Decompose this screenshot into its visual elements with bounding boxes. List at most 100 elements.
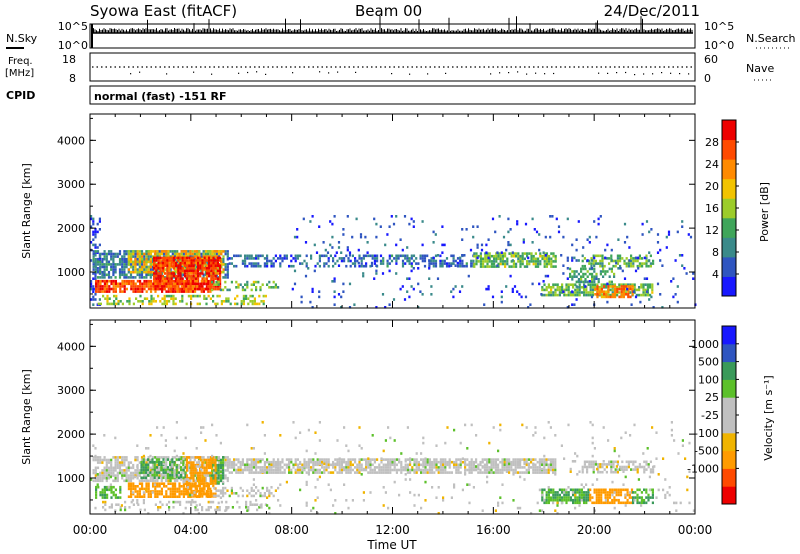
echo-cell xyxy=(424,468,427,472)
echo-cell xyxy=(412,220,415,223)
nave-dot xyxy=(643,73,645,75)
echo-cell xyxy=(110,287,113,291)
echo-cell xyxy=(552,265,555,268)
echo-cell xyxy=(338,460,341,464)
echo-cell xyxy=(268,280,271,284)
echo-cell xyxy=(187,252,190,256)
echo-cell xyxy=(182,460,185,464)
echo-cell xyxy=(470,466,473,469)
echo-cell xyxy=(211,469,214,472)
noise-right-tick-high: 10^5 xyxy=(704,20,734,33)
echo-cell xyxy=(157,259,160,262)
echo-cell xyxy=(125,469,128,472)
echo-cell xyxy=(290,458,293,461)
echo-cell xyxy=(169,492,172,496)
echo-cell xyxy=(346,246,349,249)
echo-cell xyxy=(511,251,514,254)
echo-cell xyxy=(349,466,352,469)
echo-cell xyxy=(365,460,368,464)
echo-cell xyxy=(136,273,139,277)
echo-cell xyxy=(248,463,251,467)
noise-left-label: N.Sky xyxy=(6,32,38,45)
echo-cell xyxy=(466,458,469,461)
echo-cell xyxy=(248,466,251,469)
echo-cell xyxy=(114,479,117,483)
echo-cell xyxy=(197,259,200,262)
echo-cell xyxy=(623,259,626,263)
echo-cell xyxy=(563,288,566,292)
echo-cell xyxy=(683,267,686,270)
echo-cell xyxy=(532,254,535,258)
echo-cell xyxy=(183,274,186,278)
echo-cell xyxy=(228,458,231,461)
echo-cell xyxy=(203,487,206,490)
echo-cell xyxy=(118,263,122,266)
echo-cell xyxy=(197,277,200,280)
echo-cell xyxy=(461,285,464,288)
echo-cell xyxy=(156,279,159,283)
echo-cell xyxy=(251,294,254,298)
echo-cell xyxy=(208,269,211,273)
echo-cell xyxy=(290,259,293,263)
colorbar-tick-label: 16 xyxy=(705,202,719,215)
echo-cell xyxy=(123,270,126,274)
echo-cell xyxy=(552,291,555,294)
echo-cell xyxy=(227,297,230,300)
echo-cell xyxy=(524,295,528,299)
echo-cell xyxy=(222,482,225,485)
echo-cell xyxy=(477,260,480,263)
echo-cell xyxy=(132,466,135,470)
echo-cell xyxy=(484,257,487,261)
echo-cell xyxy=(519,260,522,263)
echo-cell xyxy=(162,461,166,464)
echo-cell xyxy=(105,263,108,266)
echo-cell xyxy=(393,463,396,467)
echo-cell xyxy=(362,254,365,258)
echo-cell xyxy=(329,463,332,467)
echo-cell xyxy=(411,458,414,461)
echo-cell xyxy=(185,469,188,472)
echo-cell xyxy=(552,286,555,289)
echo-cell xyxy=(237,494,240,498)
echo-cell xyxy=(627,285,630,288)
echo-cell xyxy=(134,265,137,269)
echo-cell xyxy=(178,463,181,467)
echo-cell xyxy=(219,264,222,267)
echo-cell xyxy=(183,261,186,265)
echo-cell xyxy=(365,458,368,461)
echo-cell xyxy=(417,466,420,469)
echo-cell xyxy=(268,489,271,492)
echo-cell xyxy=(300,295,303,299)
echo-cell xyxy=(422,460,425,464)
echo-cell xyxy=(574,283,577,286)
echo-cell xyxy=(294,471,297,474)
echo-cell xyxy=(112,491,115,494)
echo-cell xyxy=(567,288,570,292)
echo-cell xyxy=(423,257,427,260)
echo-cell xyxy=(224,456,227,459)
echo-cell xyxy=(217,489,220,492)
echo-cell xyxy=(426,460,429,464)
echo-cell xyxy=(130,279,133,283)
echo-cell xyxy=(112,485,115,489)
echo-cell xyxy=(338,468,341,472)
echo-cell xyxy=(115,297,118,300)
echo-cell xyxy=(107,471,111,475)
echo-cell xyxy=(488,265,491,268)
echo-cell xyxy=(257,466,260,469)
echo-cell xyxy=(168,269,171,273)
echo-cell xyxy=(274,468,277,472)
echo-cell xyxy=(652,262,655,265)
echo-cell xyxy=(389,468,392,472)
echo-cell xyxy=(116,263,119,266)
echo-cell xyxy=(190,259,193,262)
echo-cell xyxy=(204,474,207,477)
echo-cell xyxy=(332,264,335,268)
echo-cell xyxy=(110,496,113,499)
echo-cell xyxy=(209,279,212,283)
echo-cell xyxy=(106,485,109,489)
echo-cell xyxy=(446,471,449,474)
echo-cell xyxy=(387,466,390,469)
echo-cell xyxy=(161,287,164,291)
echo-cell xyxy=(545,252,548,255)
